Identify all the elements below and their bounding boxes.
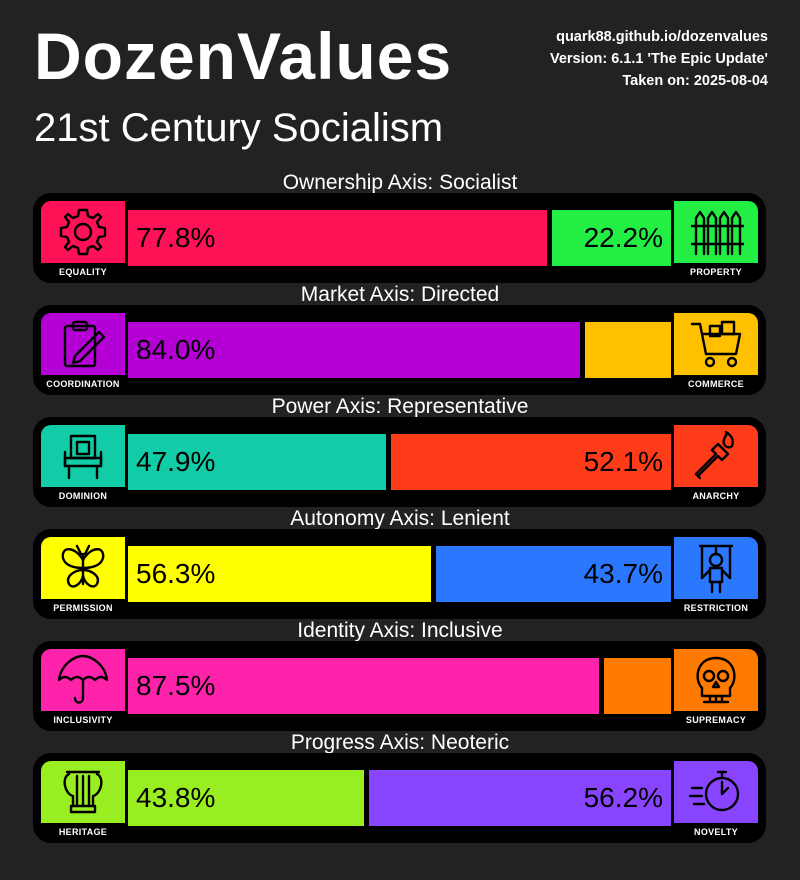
bar-track: 47.9% 52.1%: [128, 434, 671, 490]
axis-label: Identity Axis: Inclusive: [297, 619, 503, 642]
axis-label: Market Axis: Directed: [300, 283, 500, 306]
bar-right: 22.2%: [552, 210, 671, 266]
gear-icon: [41, 201, 125, 263]
bar-value-label: 56.2%: [583, 782, 663, 813]
lyre-icon: [41, 761, 125, 823]
site-url: quark88.github.io/dozenvalues: [556, 29, 768, 45]
bar-left: 47.9%: [128, 434, 386, 490]
bar-right: 56.2%: [369, 770, 671, 826]
bar-right: [604, 658, 671, 714]
bar-track: 43.8% 56.2%: [128, 770, 671, 826]
bar-track: 77.8% 22.2%: [128, 210, 671, 266]
umbrella-icon: [41, 649, 125, 711]
molotov-icon: [674, 425, 758, 487]
app-title: DozenValues: [34, 19, 453, 93]
bar-left: 43.8%: [128, 770, 364, 826]
puppet-icon: [674, 537, 758, 599]
axis-pole-label: EQUALITY: [59, 267, 107, 277]
bar-left: 77.8%: [128, 210, 547, 266]
bar-value-label: 87.5%: [136, 670, 216, 701]
result-subtitle: 21st Century Socialism: [34, 106, 444, 150]
bar-right: 52.1%: [391, 434, 671, 490]
axis-label: Power Axis: Representative: [271, 395, 529, 418]
axis-label: Autonomy Axis: Lenient: [290, 507, 510, 530]
axis-pole-label: COMMERCE: [688, 379, 744, 389]
axis-pole-label: INCLUSIVITY: [53, 715, 113, 725]
bar-track: 87.5%: [128, 658, 671, 714]
version-text: Version: 6.1.1 'The Epic Update': [549, 51, 768, 67]
clipboard-icon: [41, 313, 125, 375]
axis-pole-label: DOMINION: [58, 491, 108, 501]
stopwatch-icon: [674, 761, 758, 823]
bar-value-label: 77.8%: [136, 222, 216, 253]
meta-info: quark88.github.io/dozenvalues Version: 6…: [550, 26, 768, 92]
bar-value-label: 22.2%: [583, 222, 663, 253]
bar-value-label: 84.0%: [136, 334, 216, 365]
axis-panel: PERMISSION RESTRICTION 56.3% 43.7%: [33, 529, 766, 619]
axis-panel: HERITAGE NOVELTY 43.8% 56.2%: [33, 753, 766, 843]
bar-value-label: 47.9%: [136, 446, 216, 477]
bar-track: 84.0%: [128, 322, 671, 378]
axis-pole-label: PROPERTY: [690, 267, 742, 277]
axis-pole-label: RESTRICTION: [683, 603, 749, 613]
axis-pole-label: NOVELTY: [694, 827, 738, 837]
shopping-cart-icon: [674, 313, 758, 375]
bar-right: 43.7%: [436, 546, 671, 602]
axis-pole-label: ANARCHY: [692, 491, 740, 501]
axis-pole-label: SUPREMACY: [685, 715, 747, 725]
bar-right: [585, 322, 671, 378]
bar-left: 56.3%: [128, 546, 431, 602]
bar-left: 84.0%: [128, 322, 580, 378]
bar-value-label: 43.8%: [136, 782, 216, 813]
bar-value-label: 52.1%: [583, 446, 663, 477]
bar-left: 87.5%: [128, 658, 599, 714]
axis-panel: INCLUSIVITY SUPREMACY 87.5%: [33, 641, 766, 731]
axis-label: Progress Axis: Neoteric: [290, 731, 510, 754]
axis-panel: DOMINION ANARCHY 47.9% 52.1%: [33, 417, 766, 507]
taken-date: Taken on: 2025-08-04: [622, 73, 768, 89]
skull-icon: [674, 649, 758, 711]
axis-panel: EQUALITY PROPERTY 77.8% 22.2%: [33, 193, 766, 283]
axis-panel: COORDINATION COMMERCE 84.0%: [33, 305, 766, 395]
bar-value-label: 56.3%: [136, 558, 216, 589]
axis-pole-label: HERITAGE: [58, 827, 108, 837]
throne-icon: [41, 425, 125, 487]
butterfly-icon: [41, 537, 125, 599]
axis-label: Ownership Axis: Socialist: [282, 171, 518, 194]
axis-pole-label: PERMISSION: [53, 603, 113, 613]
bar-track: 56.3% 43.7%: [128, 546, 671, 602]
axis-pole-label: COORDINATION: [46, 379, 120, 389]
bar-value-label: 43.7%: [583, 558, 663, 589]
fence-icon: [674, 201, 758, 263]
